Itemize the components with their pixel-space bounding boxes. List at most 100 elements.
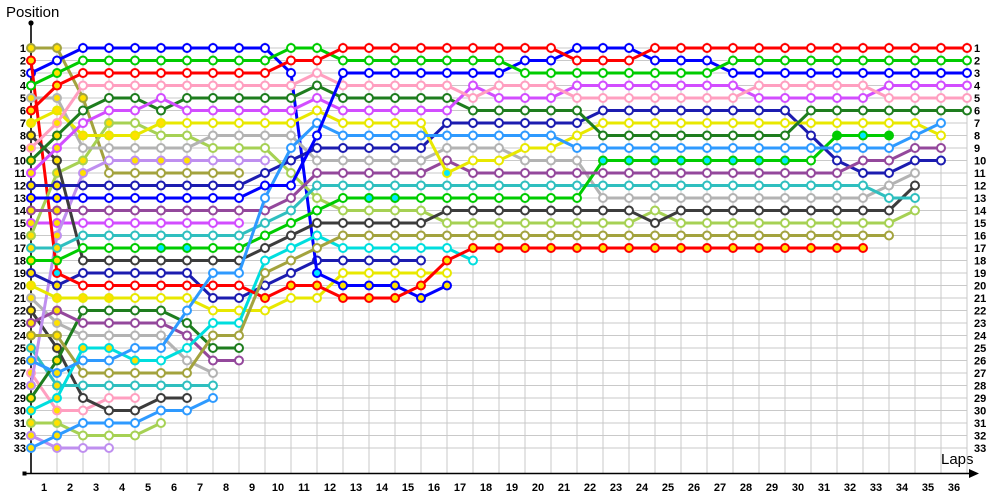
lap-marker [702,230,712,241]
lap-tick: 36 [948,482,960,494]
lap-marker [468,230,478,241]
position-tick-left: 29 [14,393,26,405]
lap-marker [208,218,218,228]
lap-marker [676,193,686,203]
lap-marker [728,143,738,153]
lap-marker [494,55,504,66]
x-axis-arrow [969,469,979,478]
lap-marker [52,268,62,278]
lap-marker [910,205,920,216]
lap-marker [130,318,140,328]
lap-marker [650,55,660,66]
lap-tick: 35 [922,482,934,494]
lap-marker [182,68,192,78]
lap-marker [442,130,452,141]
lap-marker [260,118,270,128]
lap-marker [572,193,582,203]
lap-tick: 19 [506,482,518,494]
lap-tick: 17 [454,482,466,494]
lap-marker [78,293,88,303]
lap-marker [624,168,634,178]
lap-tick: 30 [792,482,804,494]
lap-marker [26,380,36,391]
series-r1 [26,43,972,116]
lap-marker [884,230,894,241]
lap-marker [130,293,140,303]
position-tick-left: 18 [14,256,26,268]
lap-tick: 26 [688,482,700,494]
lap-marker [832,243,842,253]
position-tick-left: 15 [14,218,26,230]
lap-marker [416,193,426,203]
lap-marker [208,143,218,153]
lap-marker [104,180,114,191]
lap-marker [104,380,114,391]
lap-marker [572,243,582,253]
lap-marker [442,168,452,178]
lap-marker [650,193,660,203]
lap-marker [520,230,530,241]
series-m1 [26,80,972,178]
lap-marker [338,230,348,241]
lap-marker [702,55,712,66]
lap-marker [806,43,816,53]
lap-marker [26,293,36,303]
lap-marker [234,343,244,353]
lap-marker [52,205,62,216]
lap-marker [442,243,452,253]
lap-marker [286,80,296,91]
position-tick-right: 3 [974,68,980,80]
lap-marker [390,243,400,253]
lap-marker [234,93,244,103]
lap-marker [676,243,686,253]
lap-marker [78,93,88,103]
lap-tick: 16 [428,482,440,494]
lap-marker [546,80,556,91]
lap-marker [130,180,140,191]
lap-marker [780,230,790,241]
lap-marker [598,105,608,116]
lap-marker [52,443,62,453]
lap-marker [104,230,114,241]
lap-marker [676,105,686,116]
lap-marker [156,80,166,91]
lap-tick: 6 [171,482,177,494]
lap-tick: 12 [324,482,336,494]
lap-marker [468,168,478,178]
lap-marker [208,130,218,141]
lap-tick: 33 [870,482,882,494]
lap-marker [728,218,738,228]
lap-marker [390,118,400,128]
lap-marker [910,118,920,128]
lap-marker [234,205,244,216]
lap-marker [104,193,114,203]
lap-marker [650,168,660,178]
origin-cap [22,471,27,476]
lap-marker [234,168,244,178]
lap-marker [702,68,712,78]
lap-marker [156,318,166,328]
lap-marker [650,180,660,191]
lap-marker [416,105,426,116]
lap-marker [52,318,62,328]
lap-marker [182,280,192,291]
lap-marker [52,55,62,66]
lap-marker [858,93,868,103]
lap-marker [130,193,140,203]
lap-marker [286,255,296,266]
series-r2 [26,55,868,303]
lap-tick: 7 [197,482,203,494]
lap-marker [702,218,712,228]
lap-marker [676,155,686,166]
lap-marker [234,55,244,66]
lap-marker [546,93,556,103]
lap-marker [260,168,270,178]
lap-marker [182,343,192,353]
lap-marker [754,68,764,78]
lap-marker [52,118,62,128]
lap-marker [936,80,946,91]
lap-marker [78,55,88,66]
lap-marker [754,43,764,53]
lap-marker [910,180,920,191]
series-m2 [26,218,244,228]
